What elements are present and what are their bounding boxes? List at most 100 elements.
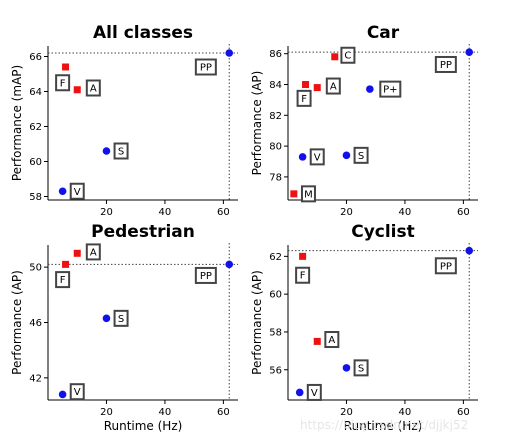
point-pplus [366,85,374,93]
y-tick-label: 56 [269,365,282,376]
label-box-pp [434,55,457,73]
x-tick-label: 60 [217,207,230,218]
label-box-a [325,77,341,95]
label-text-pplus: P+ [383,85,397,96]
x-tick-label: 20 [100,207,113,218]
y-tick-label: 42 [29,373,42,384]
point-v [298,153,307,161]
x-tick-label: 60 [217,407,230,418]
label-text-pp: PP [440,60,452,71]
point-v [58,187,67,196]
point-f [302,81,310,88]
label-box-s [113,309,129,327]
point-s [342,364,351,372]
label-text-v: V [314,152,321,163]
x-tick-label: 40 [159,407,172,418]
label-text-s: S [358,151,364,162]
y-axis-label: Performance (mAP) [10,65,24,181]
y-tick-label: 58 [29,192,42,203]
label-text-v: V [74,387,81,398]
label-box-f [55,271,71,289]
point-s [102,147,111,155]
label-box-a [324,331,340,349]
label-text-pp: PP [200,271,212,282]
x-tick-label: 40 [159,207,172,218]
label-box-pp [434,257,457,275]
y-axis-label: Performance (AP) [10,270,24,375]
y-tick-label: 80 [269,142,282,153]
x-tick-label: 40 [399,207,412,218]
chart-panel-1: All classes 20 40 60 58 60 62 64 66 Performance (… [10,23,238,218]
label-text-v: V [311,388,318,399]
x-tick-label: 60 [457,407,470,418]
x-tick-label: 60 [457,207,470,218]
point-a [73,86,81,94]
point-a [313,84,321,92]
label-box-c [340,46,356,64]
label-text-a: A [330,82,337,93]
label-box-s [353,359,369,377]
point-s [342,151,351,160]
chart-title: Pedestrian [91,222,195,242]
label-text-m: M [304,189,313,200]
y-tick-label: 62 [269,252,282,263]
label-text-f: F [60,275,66,286]
y-tick-label: 60 [29,157,42,168]
y-tick-label: 60 [269,290,282,301]
x-tick-label: 20 [340,407,353,418]
label-text-a: A [90,247,97,258]
y-tick-label: 84 [269,80,282,91]
label-box-v [69,383,85,401]
label-box-s [113,142,129,160]
label-text-s: S [118,314,124,325]
y-axis-label: Performance (AP) [250,270,264,375]
label-box-pp [194,266,217,284]
point-f [62,63,70,71]
point-a [73,249,81,257]
point-f [299,252,307,260]
x-tick-label: 40 [399,407,412,418]
y-tick-label: 62 [29,122,42,133]
chart-panel-2: Car 20 40 60 78 80 82 84 86 Performance (AP) C F A P+… [250,23,478,218]
x-tick-label: 20 [100,407,113,418]
chart-title: Car [367,23,400,43]
y-tick-label: 66 [29,52,42,63]
label-box-m [300,185,316,203]
label-box-s [353,146,369,164]
point-pp [465,48,474,56]
label-box-v [309,148,325,166]
point-f [62,260,70,268]
label-box-v [306,383,322,401]
chart-panel-4: Cyclist 20 40 60 56 58 60 62 Performance (AP) Run… [250,222,478,433]
label-text-v: V [74,187,81,198]
point-c [331,53,339,61]
chart-title: All classes [93,23,193,43]
label-box-a [85,79,101,97]
label-text-s: S [118,147,124,158]
label-text-s: S [358,363,364,374]
chart-title: Cyclist [351,222,415,242]
y-tick-label: 78 [269,172,282,183]
y-tick-label: 46 [29,318,42,329]
label-text-pp: PP [440,261,452,272]
y-tick-label: 86 [269,49,282,60]
point-a [313,337,321,345]
label-text-f: F [301,94,307,105]
chart-panel-3: Pedestrian 20 40 60 42 46 50 Performance (AP) Ru… [10,222,238,433]
x-tick-label: 20 [340,207,353,218]
label-text-f: F [60,78,66,89]
label-box-pp [194,58,217,76]
label-text-a: A [90,84,97,95]
point-v [295,388,304,397]
x-axis-label: Runtime (Hz) [344,419,423,433]
label-box-v [69,182,85,200]
point-m [290,190,298,198]
point-pp [225,49,234,57]
label-text-a: A [328,335,335,346]
point-s [102,314,111,323]
y-tick-label: 58 [269,327,282,338]
y-tick-label: 82 [269,111,282,122]
point-pp [225,260,234,269]
y-axis-label: Performance (AP) [250,71,264,176]
